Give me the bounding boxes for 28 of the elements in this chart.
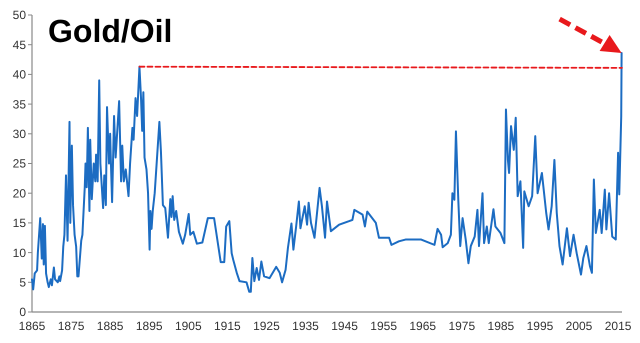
y-tick-label: 0 xyxy=(19,305,26,320)
x-tick-label: 1885 xyxy=(96,319,124,333)
x-tick-label: 1865 xyxy=(18,319,46,333)
y-tick-label: 20 xyxy=(12,186,26,200)
x-tick-label: 1905 xyxy=(174,319,202,333)
x-tick-label: 1955 xyxy=(370,319,398,333)
y-tick-label: 25 xyxy=(12,156,26,171)
x-tick-label: 1925 xyxy=(253,319,280,333)
chart-title: Gold/Oil xyxy=(48,13,172,49)
x-tick-label: 1875 xyxy=(58,319,85,333)
y-tick-label: 5 xyxy=(19,276,26,290)
x-tick-label: 2015 xyxy=(604,319,632,333)
x-tick-label: 1975 xyxy=(448,319,476,333)
y-tick-label: 50 xyxy=(12,8,26,22)
x-tick-label: 1915 xyxy=(214,319,242,333)
y-tick-label: 35 xyxy=(12,97,26,112)
x-tick-label: 1895 xyxy=(136,319,163,333)
y-tick-label: 45 xyxy=(12,38,26,52)
x-tick-label: 1935 xyxy=(292,319,320,333)
x-tick-label: 1985 xyxy=(488,319,515,333)
y-tick-label: 30 xyxy=(12,127,26,141)
x-tick-label: 1945 xyxy=(331,319,358,333)
x-tick-label: 1995 xyxy=(526,319,554,333)
x-tick-label: 2005 xyxy=(566,319,593,333)
y-tick-label: 10 xyxy=(12,246,26,260)
y-tick-label: 15 xyxy=(12,216,26,230)
x-tick-label: 1965 xyxy=(409,319,436,333)
y-tick-label: 40 xyxy=(12,68,26,82)
